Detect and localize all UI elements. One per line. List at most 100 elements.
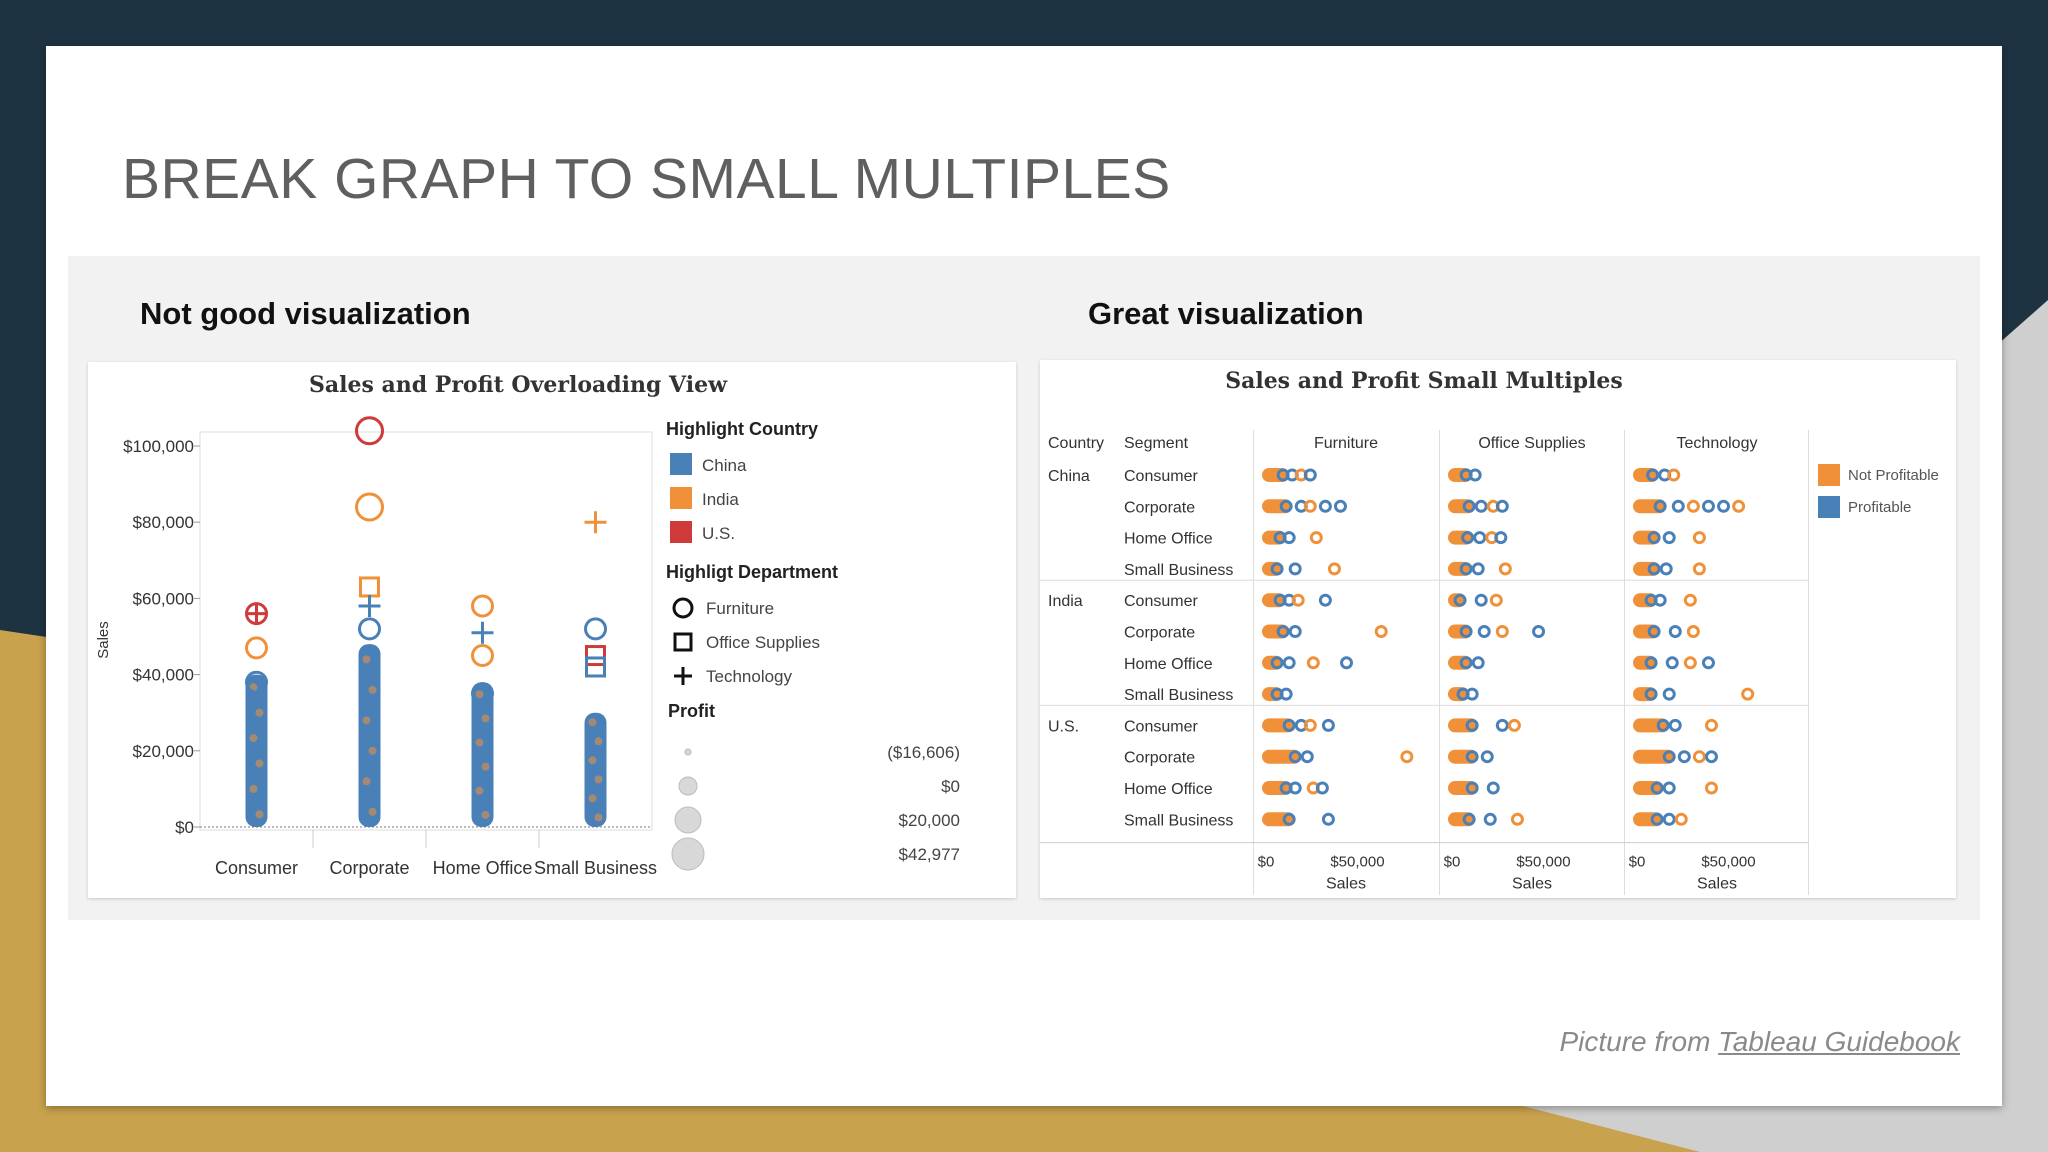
segment-label: Small Business (1124, 812, 1233, 829)
sales-point (1318, 499, 1332, 513)
x-category-label: Consumer (215, 858, 298, 878)
y-tick-label: $20,000 (133, 742, 194, 761)
x-tick-label: $0 (1629, 854, 1646, 871)
legend-country-label: India (702, 490, 739, 509)
dense-points-column (358, 644, 381, 827)
sales-point (1282, 656, 1296, 670)
x-category-label: Home Office (433, 858, 533, 878)
outlier-circle (245, 636, 268, 660)
x-tick-label: $0 (1258, 854, 1275, 871)
legend-country-title: Highlight Country (666, 419, 818, 439)
sales-point (1662, 531, 1676, 545)
sales-point (1495, 625, 1509, 638)
sales-point (1692, 531, 1706, 545)
sales-point (1647, 625, 1661, 638)
legend-department-title: Highligt Department (666, 562, 838, 582)
outlier-plus (471, 621, 494, 644)
outlier-circle (245, 670, 268, 694)
legend-department-label: Furniture (706, 599, 774, 618)
legend-profit-label: $42,977 (899, 845, 960, 864)
legend-swatch (1818, 464, 1840, 486)
sales-point (1647, 531, 1661, 545)
dense-point-india (362, 655, 371, 664)
legend-swatch (1818, 496, 1840, 518)
legend-country-label: China (702, 456, 747, 475)
segment-label: Consumer (1124, 593, 1198, 610)
sales-point (1686, 499, 1700, 513)
sales-point (1498, 562, 1512, 576)
sales-point (1477, 625, 1491, 638)
legend-profit-label: $0 (941, 777, 960, 796)
dense-point-india (255, 708, 264, 717)
legend-department-label: Technology (706, 667, 793, 686)
sales-point (1288, 781, 1302, 795)
dense-point-india (481, 762, 490, 771)
legend-label: Not Profitable (1848, 467, 1939, 484)
sales-point (1282, 718, 1296, 732)
y-tick-label: $100,000 (123, 437, 194, 456)
sales-point (1453, 593, 1467, 607)
sales-point (1674, 812, 1688, 826)
y-tick-label: $40,000 (133, 666, 194, 685)
dense-point-india (255, 810, 264, 819)
segment-label: Corporate (1124, 625, 1195, 642)
credit-link[interactable]: Tableau Guidebook (1718, 1026, 1960, 1057)
slide-title: BREAK GRAPH TO SMALL MULTIPLES (122, 147, 1171, 211)
sales-point (1495, 718, 1509, 732)
sales-point (1704, 750, 1718, 764)
credit-prefix: Picture from (1559, 1026, 1719, 1057)
sales-point (1653, 593, 1667, 607)
slide: BREAK GRAPH TO SMALL MULTIPLES Not good … (46, 46, 2002, 1106)
sales-point (1662, 812, 1676, 826)
segment-label: Small Business (1124, 562, 1233, 579)
sales-point (1486, 781, 1500, 795)
sales-point (1659, 562, 1673, 576)
x-axis-label: Sales (1697, 876, 1737, 893)
sales-point (1288, 750, 1302, 764)
x-tick-label: $50,000 (1330, 854, 1384, 871)
outlier-plus (358, 595, 381, 618)
country-label: India (1048, 593, 1083, 610)
legend-country-label: U.S. (702, 524, 735, 543)
sales-point (1644, 687, 1658, 701)
sales-point (1647, 562, 1661, 576)
legend-profit-title: Profit (668, 701, 715, 721)
segment-label: Corporate (1124, 499, 1195, 516)
sales-point (1270, 656, 1284, 670)
outlier-circle (355, 416, 384, 446)
segment-label: Home Office (1124, 781, 1213, 798)
sales-point (1288, 562, 1302, 576)
sales-point (1471, 562, 1485, 576)
column-header: Technology (1677, 435, 1758, 452)
x-axis-label: Sales (1512, 876, 1552, 893)
sales-point (1465, 687, 1479, 701)
outlier-square (585, 645, 606, 667)
legend-profit-label: ($16,606) (887, 743, 960, 762)
dense-point-india (368, 746, 377, 755)
sales-point (1473, 531, 1487, 545)
sales-point (1507, 718, 1521, 732)
legend-profit-size (674, 806, 702, 834)
sales-point (1665, 656, 1679, 670)
dense-point-india (588, 794, 597, 803)
outlier-plus (584, 511, 607, 534)
sales-point (1646, 468, 1660, 482)
x-axis-label: Sales (1326, 876, 1366, 893)
sales-point (1480, 750, 1494, 764)
sales-point (1465, 781, 1479, 795)
sales-point (1318, 593, 1332, 607)
sales-point (1704, 718, 1718, 732)
sales-point (1741, 687, 1755, 701)
column-header: Office Supplies (1478, 435, 1585, 452)
dense-point-india (475, 690, 484, 699)
legend-profit-size (671, 837, 705, 871)
small-multiples-chart: Sales and Profit Small Multiples Country S… (1040, 368, 1939, 895)
outlier-plus (245, 602, 268, 625)
sales-point (1321, 718, 1335, 732)
chart-title: Sales and Profit Small Multiples (1225, 368, 1623, 394)
dense-point-india (481, 714, 490, 723)
sales-point (1465, 718, 1479, 732)
sales-point (1662, 750, 1676, 764)
country-label: U.S. (1048, 718, 1079, 735)
x-category-label: Small Business (534, 858, 657, 878)
